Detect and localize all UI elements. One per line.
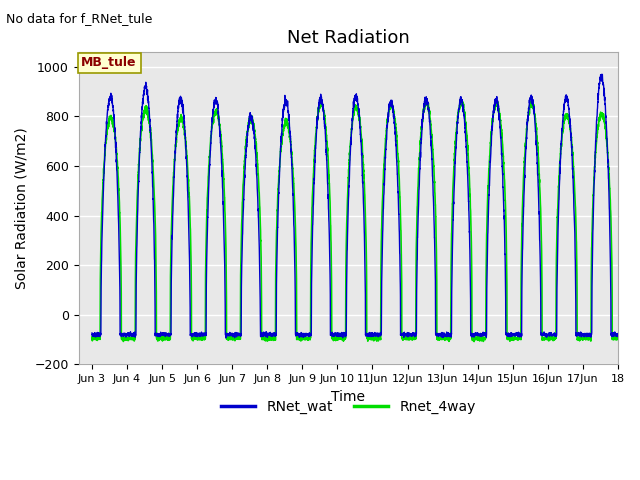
RNet_wat: [598, 72, 605, 77]
Rnet_4way: [492, 97, 500, 103]
Rnet_4way: [614, 336, 621, 341]
Rnet_4way: [182, 148, 190, 154]
RNet_wat: [614, 331, 622, 336]
Rnet_4way: [88, 336, 96, 342]
Y-axis label: Solar Radiation (W/m2): Solar Radiation (W/m2): [15, 127, 29, 289]
Rnet_4way: [614, 336, 622, 342]
RNet_wat: [444, 331, 451, 336]
RNet_wat: [182, 157, 190, 163]
Title: Net Radiation: Net Radiation: [287, 29, 410, 48]
RNet_wat: [223, 335, 230, 341]
Text: MB_tule: MB_tule: [81, 57, 137, 70]
RNet_wat: [88, 330, 96, 336]
RNet_wat: [614, 332, 621, 337]
RNet_wat: [502, 330, 510, 336]
Rnet_4way: [470, 339, 478, 345]
Text: No data for f_RNet_tule: No data for f_RNet_tule: [6, 12, 153, 25]
Rnet_4way: [335, 336, 343, 341]
X-axis label: Time: Time: [332, 390, 365, 404]
RNet_wat: [473, 330, 481, 336]
Rnet_4way: [444, 336, 451, 342]
Line: RNet_wat: RNet_wat: [92, 74, 618, 338]
Legend: RNet_wat, Rnet_4way: RNet_wat, Rnet_4way: [215, 395, 481, 420]
Rnet_4way: [473, 336, 481, 341]
RNet_wat: [335, 332, 343, 337]
Rnet_4way: [503, 259, 511, 264]
Line: Rnet_4way: Rnet_4way: [92, 100, 618, 342]
